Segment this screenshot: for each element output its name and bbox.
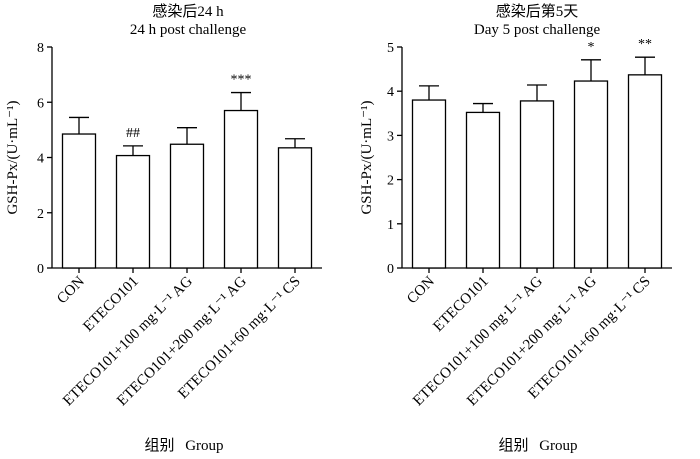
y-tick-label: 4 (37, 152, 44, 167)
y-tick-label: 2 (37, 207, 44, 222)
x-category-label: CON (54, 273, 88, 307)
chart-title: 感染后第5天 (496, 2, 579, 20)
bar (411, 99, 447, 269)
y-axis-title: GSH-Px/(U·mL⁻¹) (5, 100, 21, 214)
y-tick-label: 0 (37, 262, 44, 277)
significance-marker: ## (126, 126, 140, 141)
y-tick-label: 3 (387, 129, 394, 144)
chart-title: 感染后24 h (152, 3, 224, 20)
bar (519, 100, 555, 269)
y-tick-label: 8 (37, 41, 44, 56)
significance-marker: *** (231, 73, 252, 88)
x-axis-title: 组别 Group (144, 437, 223, 454)
y-tick-label: 6 (37, 96, 44, 111)
significance-marker: ** (638, 37, 652, 52)
bar (115, 154, 151, 269)
y-tick-label: 1 (387, 218, 394, 233)
bar (627, 74, 663, 269)
y-tick-label: 4 (387, 85, 394, 100)
chart-panel-24h: 感染后24 h24 h post challenge02468CONETECO1… (5, 3, 322, 454)
bar (277, 147, 313, 269)
x-category-label: CON (404, 273, 438, 307)
significance-marker: * (588, 40, 595, 55)
chart-subtitle: 24 h post challenge (130, 22, 247, 38)
bar (61, 133, 97, 269)
y-tick-label: 5 (387, 41, 394, 56)
chart-subtitle: Day 5 post challenge (474, 22, 601, 38)
y-axis-title: GSH-Px/(U·mL⁻¹) (359, 100, 375, 214)
y-tick-label: 0 (387, 262, 394, 277)
bar (465, 111, 501, 269)
bar (573, 80, 609, 269)
bar (223, 109, 259, 269)
x-axis-title: 组别 Group (498, 437, 577, 454)
y-tick-label: 2 (387, 174, 394, 189)
bar (169, 143, 205, 269)
